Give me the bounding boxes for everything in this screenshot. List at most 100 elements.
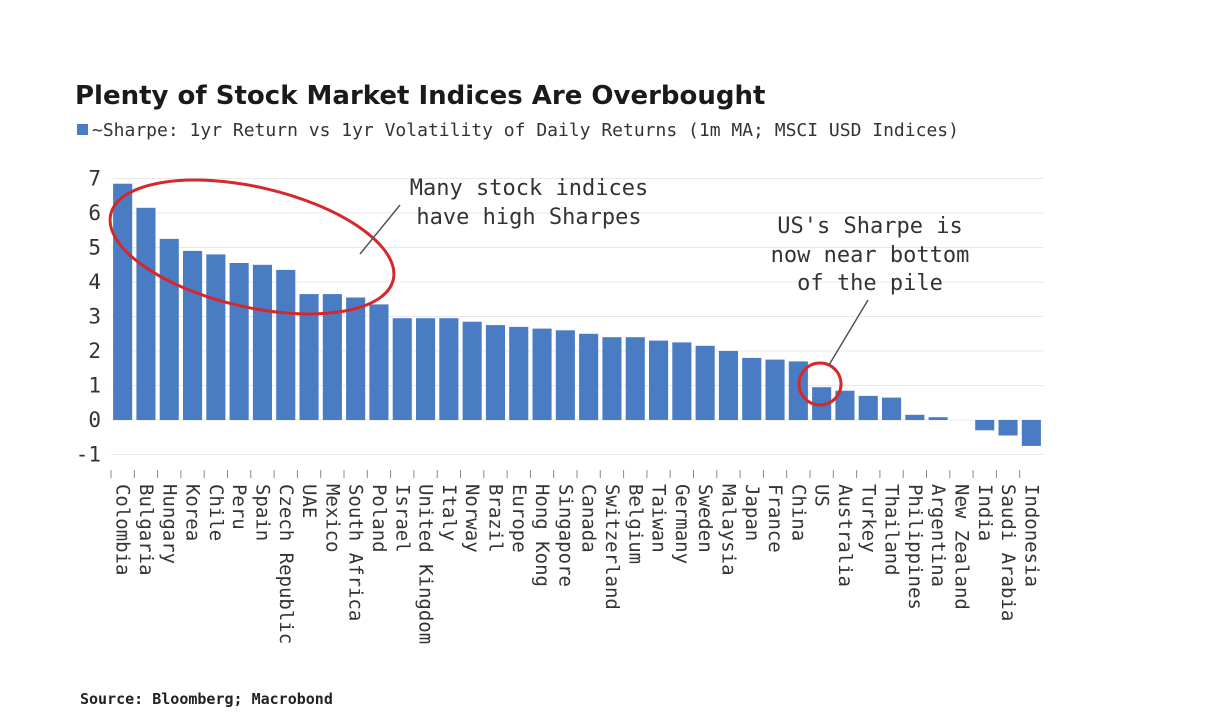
annotation-us-line2: now near bottom xyxy=(771,243,970,268)
bar-thailand xyxy=(882,397,902,420)
bar-brazil xyxy=(485,325,505,420)
category-label: Thailand xyxy=(881,484,903,576)
bar-italy xyxy=(439,318,459,420)
bar-france xyxy=(765,359,785,420)
category-label: South Africa xyxy=(345,484,367,621)
category-label: Sweden xyxy=(694,484,716,553)
category-label: Germany xyxy=(671,484,693,564)
bar-norway xyxy=(462,321,482,420)
category-label: Europe xyxy=(508,484,530,553)
bar-hungary xyxy=(159,238,179,420)
y-tick-label: 0 xyxy=(88,408,101,432)
category-label: Poland xyxy=(368,484,390,553)
annotation-us-line3: of the pile xyxy=(797,271,943,296)
bar-germany xyxy=(672,342,692,420)
category-labels: Colombia Bulgaria Hungary Korea Chile Peru Spa… xyxy=(112,484,1043,644)
category-label: Italy xyxy=(438,484,460,541)
bar-japan xyxy=(742,357,762,420)
bar-canada xyxy=(579,333,599,421)
category-label: US xyxy=(811,484,833,507)
bar-czech-republic xyxy=(276,269,296,420)
category-label: China xyxy=(787,484,809,541)
bar-poland xyxy=(369,304,389,420)
bar-bulgaria xyxy=(136,207,156,420)
bar-uae xyxy=(299,294,319,420)
category-label: New Zealand xyxy=(951,484,973,610)
annotation-high-sharpes-line1: Many stock indices xyxy=(410,176,648,201)
y-tick-label: 3 xyxy=(88,305,101,329)
category-label: Chile xyxy=(205,484,227,541)
chart-title: Plenty of Stock Market Indices Are Overb… xyxy=(75,81,765,111)
bar-south-africa xyxy=(346,297,366,420)
bar-israel xyxy=(392,318,412,420)
annotation-high-sharpes-line2: have high Sharpes xyxy=(416,205,641,230)
bar-europe xyxy=(509,326,529,421)
bar-australia xyxy=(835,390,855,420)
bar-india xyxy=(975,420,995,431)
highlight-circle-us xyxy=(797,361,843,407)
category-label: Peru xyxy=(228,484,250,530)
category-label: Philippines xyxy=(904,484,926,610)
bar-united-kingdom xyxy=(416,318,436,420)
y-tick-label: -1 xyxy=(76,443,101,467)
bar-philippines xyxy=(905,414,925,420)
bar-turkey xyxy=(858,395,878,420)
annotation-us-line1: US's Sharpe is xyxy=(777,214,962,239)
legend-swatch xyxy=(77,124,88,135)
bar-china xyxy=(788,361,808,420)
bar-indonesia xyxy=(1021,420,1041,446)
bar-mexico xyxy=(322,294,342,420)
category-label: Saudi Arabia xyxy=(997,484,1019,621)
y-tick-label: 7 xyxy=(88,167,101,191)
bar-korea xyxy=(183,250,203,420)
y-axis-ticks: 7 6 5 4 3 2 1 0 -1 xyxy=(76,167,101,467)
category-label: Korea xyxy=(182,484,204,541)
bar-spain xyxy=(252,264,272,421)
category-label: Mexico xyxy=(321,484,343,553)
category-label: Switzerland xyxy=(601,484,623,610)
bar-chile xyxy=(206,254,226,420)
bar-hong-kong xyxy=(532,328,552,420)
category-label: Taiwan xyxy=(648,484,670,553)
category-label: Indonesia xyxy=(1020,484,1042,587)
bar-singapore xyxy=(555,330,575,420)
category-label: Argentina xyxy=(927,484,949,587)
category-label: Spain xyxy=(251,484,273,541)
category-label: Belgium xyxy=(624,484,646,564)
legend-label: ~Sharpe: 1yr Return vs 1yr Volatility of… xyxy=(92,120,959,141)
annotation-pointer-line xyxy=(359,204,401,255)
bar-colombia xyxy=(113,183,133,420)
bar-malaysia xyxy=(718,351,738,420)
y-tick-label: 2 xyxy=(88,339,101,363)
y-tick-label: 5 xyxy=(88,236,101,260)
bar-taiwan xyxy=(649,340,669,420)
category-label: Brazil xyxy=(484,484,506,553)
category-label: United Kingdom xyxy=(415,484,437,644)
category-label: Norway xyxy=(461,484,483,553)
bar-argentina xyxy=(928,417,948,420)
bar-switzerland xyxy=(602,337,622,420)
category-label: Singapore xyxy=(554,484,576,587)
category-label: Bulgaria xyxy=(135,484,157,576)
highlight-ellipse-high-sharpes xyxy=(108,178,396,316)
category-label: Hungary xyxy=(158,484,180,564)
bar-saudi-arabia xyxy=(998,420,1018,436)
category-label: Turkey xyxy=(857,484,879,553)
category-label: Czech Republic xyxy=(275,484,297,644)
category-label: Australia xyxy=(834,484,856,587)
x-axis-ticks xyxy=(110,470,1021,478)
category-label: France xyxy=(764,484,786,553)
bar-belgium xyxy=(625,337,645,420)
category-label: Israel xyxy=(391,484,413,553)
annotation-pointer-line-us xyxy=(828,299,869,366)
bar-sweden xyxy=(695,345,715,420)
category-label: India xyxy=(974,484,996,541)
y-tick-label: 1 xyxy=(88,374,101,398)
category-label: Malaysia xyxy=(718,484,740,576)
category-label: UAE xyxy=(298,484,320,518)
category-label: Canada xyxy=(578,484,600,553)
y-tick-label: 6 xyxy=(88,201,101,225)
bars xyxy=(113,183,1041,446)
y-tick-label: 4 xyxy=(88,270,101,294)
